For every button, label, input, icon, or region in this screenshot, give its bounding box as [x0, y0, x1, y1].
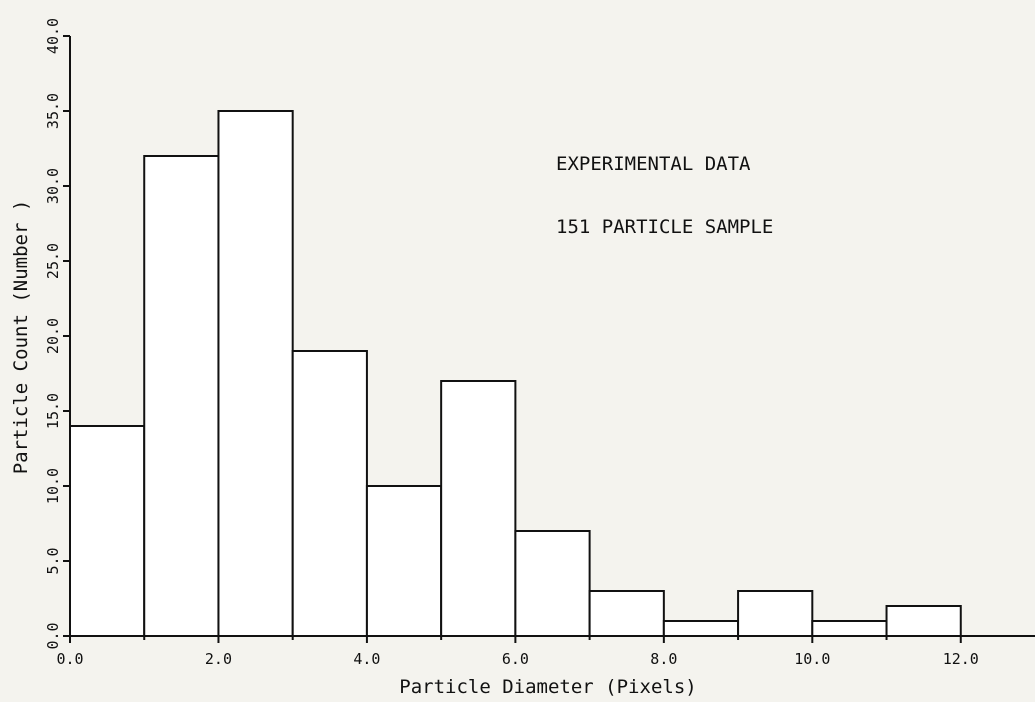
histogram-bar-4: [291, 350, 368, 637]
y-tick-label-2: 10.0: [44, 468, 62, 504]
histogram-bar-1: [69, 425, 146, 637]
y-tick-label-1: 5.0: [44, 547, 62, 574]
histogram-bar-10: [737, 590, 814, 637]
y-tick-label-8: 40.0: [44, 18, 62, 54]
x-tick-label-1: 2.0: [205, 650, 232, 668]
y-tick-label-5: 25.0: [44, 243, 62, 279]
x-tick-label-6: 12.0: [943, 650, 979, 668]
y-tick-label-3: 15.0: [44, 393, 62, 429]
x-axis-title: Particle Diameter (Pixels): [399, 676, 696, 698]
x-tick-label-4: 8.0: [650, 650, 677, 668]
y-axis-title: Particle Count (Number ): [10, 200, 32, 475]
annotation-experimental-data: EXPERIMENTAL DATA: [556, 153, 751, 175]
histogram-bar-12: [885, 605, 962, 637]
bars-group: [69, 110, 962, 637]
y-tick-label-0: 0.0: [44, 622, 62, 649]
y-tick-label-6: 30.0: [44, 168, 62, 204]
x-tick-label-3: 6.0: [502, 650, 529, 668]
x-ticks-group: 0.0 2.0 4.0 6.0 8.0 10.0 12.0: [56, 636, 979, 668]
histogram-bar-8: [588, 590, 665, 637]
histogram-bar-7: [514, 530, 591, 637]
y-ticks-group: 0.0 5.0 10.0 15.0 20.0 25.0 30.0 35.0 40.0: [44, 18, 70, 650]
histogram-bar-2: [143, 155, 220, 637]
histogram-bar-9: [662, 620, 740, 637]
x-tick-label-0: 0.0: [56, 650, 83, 668]
annotation-sample-size: 151 PARTICLE SAMPLE: [556, 216, 773, 238]
y-tick-label-4: 20.0: [44, 318, 62, 354]
x-tick-label-2: 4.0: [353, 650, 380, 668]
histogram-bar-5: [365, 485, 443, 637]
histogram-bar-6: [440, 380, 517, 637]
x-tick-label-5: 10.0: [794, 650, 830, 668]
histogram-bar-11: [811, 620, 888, 637]
y-tick-label-7: 35.0: [44, 93, 62, 129]
histogram-bar-3: [217, 110, 294, 637]
